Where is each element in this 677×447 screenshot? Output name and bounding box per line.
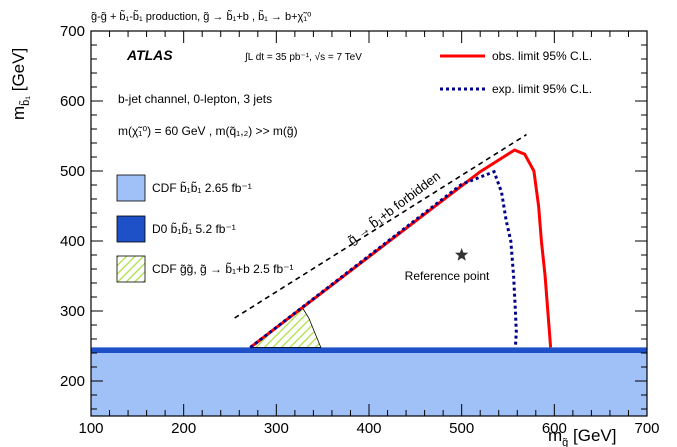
x-tick-label: 700 <box>634 420 659 437</box>
legend-cdf-swatch <box>116 174 146 202</box>
y-tick-label: 200 <box>60 373 85 390</box>
legend-d0-swatch <box>116 215 146 243</box>
assumption-label: m(χ̃₁⁰) = 60 GeV , m(q̃₁,₂) >> m(g̃) <box>118 124 298 138</box>
luminosity-label: ∫L dt = 35 pb⁻¹, √s = 7 TeV <box>244 51 362 63</box>
reference-point-label: Reference point <box>405 269 490 283</box>
axis-ticks <box>90 30 648 416</box>
reference-point-star <box>455 248 469 261</box>
legend-cdf-label: CDF b̃₁b̃₁ 2.65 fb⁻¹ <box>152 180 252 195</box>
observed-limit-curve <box>249 148 553 349</box>
y-tick-label: 600 <box>60 93 85 110</box>
chart-title: g̃-g̃ + b̃₁-b̃₁ production, g̃ → b̃₁+b ,… <box>91 10 312 23</box>
legend-exp-label: exp. limit 95% C.L. <box>492 82 592 96</box>
x-tick-label: 500 <box>449 420 474 437</box>
x-tick-label: 600 <box>542 420 567 437</box>
cdf-gluino-hatched-region <box>249 306 322 348</box>
x-tick-label: 100 <box>78 420 103 437</box>
axis-tick-labels: 100 200 300 400 500 600 700 200 300 400 500 600 700 <box>60 23 660 437</box>
y-tick-label: 500 <box>60 163 85 180</box>
channel-label: b-jet channel, 0-lepton, 3 jets <box>118 92 272 106</box>
x-axis-label: mg̃ [GeV] <box>548 426 616 447</box>
expected-limit-curve <box>249 169 518 349</box>
legend-d0-label: D0 b̃₁b̃₁ 5.2 fb⁻¹ <box>152 221 236 236</box>
x-tick-label: 400 <box>356 420 381 437</box>
y-tick-label: 400 <box>60 233 85 250</box>
legend-cdf-gluino-swatch <box>116 255 146 283</box>
y-tick-label: 700 <box>60 23 85 40</box>
x-tick-label: 300 <box>264 420 289 437</box>
x-tick-label: 200 <box>171 420 196 437</box>
d0-sbottom-band <box>91 347 647 353</box>
atlas-label: ATLAS <box>126 47 173 63</box>
y-tick-label: 300 <box>60 303 85 320</box>
legend-obs-label: obs. limit 95% C.L. <box>492 49 592 63</box>
y-axis-label: mb̃₁ [GeV] <box>9 48 32 120</box>
kinematic-limit-line <box>234 133 527 319</box>
legend-cdf-gluino-label: CDF g̃g̃, g̃ → b̃₁+b 2.5 fb⁻¹ <box>152 261 293 276</box>
